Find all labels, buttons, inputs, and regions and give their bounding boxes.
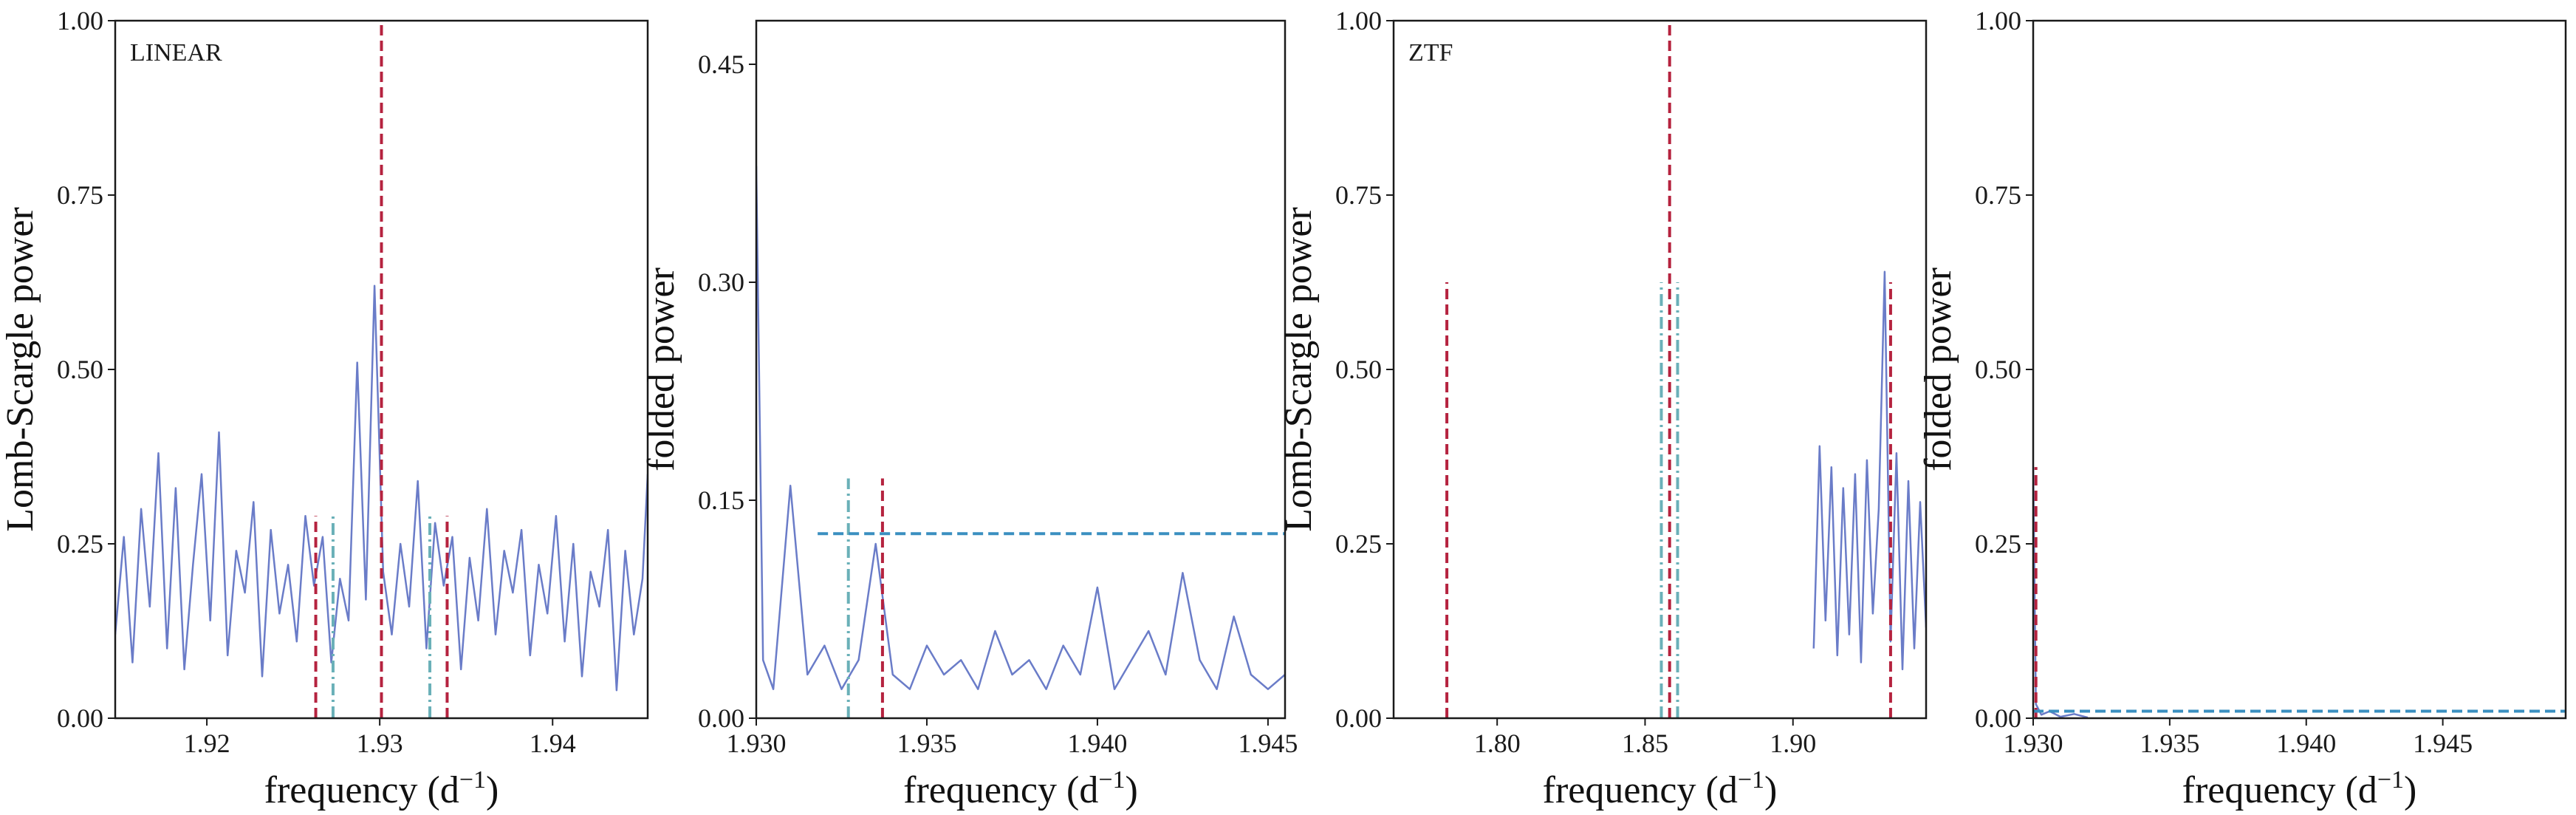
x-tick-label: 1.935 — [2140, 729, 2199, 758]
y-tick-label: 0.50 — [57, 355, 103, 384]
y-tick-label: 0.00 — [57, 703, 103, 733]
x-tick-label: 1.935 — [897, 729, 956, 758]
plot-area — [756, 166, 1285, 718]
series-line-0 — [1812, 270, 1926, 671]
plot-area — [2033, 467, 2566, 718]
y-tick-label: 0.25 — [57, 529, 103, 559]
x-tick-label: 1.80 — [1474, 729, 1521, 758]
linear-folded-panel: 1.930 1.935 1.940 1.945 0.00 0.15 0.30 0.45 freq… — [640, 19, 1298, 811]
y-tick-label: 0.75 — [1335, 180, 1382, 210]
y-tick-label: 1.00 — [57, 6, 103, 35]
plot-area — [115, 21, 648, 718]
series-line-0 — [2033, 467, 2089, 718]
y-tick-label: 0.50 — [1335, 355, 1382, 384]
plot-area — [1445, 21, 1926, 718]
y-tick-label: 0.75 — [57, 180, 103, 210]
x-tick-label: 1.85 — [1622, 729, 1668, 758]
ztf-folded-panel: 1.930 1.935 1.940 1.945 0.00 0.25 0.50 0.75 1.00… — [1917, 6, 2567, 811]
x-axis-label: frequency (d−1) — [2182, 766, 2417, 811]
x-axis-label-sup: −1 — [1098, 766, 1125, 794]
y-tick-label: 0.75 — [1975, 180, 2021, 210]
x-axis-label-main: frequency (d — [1543, 769, 1738, 811]
y-tick-label: 0.50 — [1975, 355, 2021, 384]
y-tick-label: 0.45 — [698, 50, 744, 79]
x-axis-label-tail: ) — [1126, 769, 1138, 811]
series-line-0 — [756, 166, 1285, 690]
y-tick-label: 0.30 — [698, 267, 744, 297]
axes-frame — [2032, 19, 2567, 720]
y-axis-label: folded power — [640, 267, 682, 471]
y-tick-label: 0.15 — [698, 485, 744, 515]
x-tick-label: 1.90 — [1770, 729, 1816, 758]
x-axis-label-sup: −1 — [2377, 766, 2404, 794]
y-tick-label: 0.00 — [698, 703, 744, 733]
x-axis-label-sup: −1 — [1738, 766, 1764, 794]
x-axis-label-tail: ) — [1764, 769, 1777, 811]
y-tick-label: 0.25 — [1975, 529, 2021, 559]
y-axis-label: Lomb-Scargle power — [1278, 207, 1320, 531]
x-axis-label-main: frequency (d — [264, 769, 459, 811]
y-tick-label: 1.00 — [1975, 6, 2021, 35]
panel-annotation: LINEAR — [130, 39, 222, 67]
y-axis-label: Lomb-Scargle power — [0, 207, 41, 531]
x-axis-label-main: frequency (d — [903, 769, 1098, 811]
linear-periodogram-panel: 1.92 1.93 1.94 0.00 0.25 0.50 0.75 1.00 frequenc… — [0, 6, 649, 811]
x-axis-label: frequency (d−1) — [264, 766, 499, 811]
ztf-periodogram-panel: 1.80 1.85 1.90 0.00 0.25 0.50 0.75 1.00 frequenc… — [1278, 6, 1928, 811]
x-tick-label: 1.940 — [1067, 729, 1127, 758]
x-axis-label-main: frequency (d — [2182, 769, 2377, 811]
x-axis-label: frequency (d−1) — [903, 766, 1138, 811]
x-tick-label: 1.930 — [2004, 729, 2063, 758]
panel-annotation: ZTF — [1408, 39, 1453, 67]
y-tick-label: 0.00 — [1975, 703, 2021, 733]
axes-frame — [755, 19, 1287, 720]
y-tick-label: 0.00 — [1335, 703, 1382, 733]
x-tick-label: 1.945 — [2413, 729, 2473, 758]
x-tick-label: 1.94 — [530, 729, 576, 758]
x-axis-label: frequency (d−1) — [1543, 766, 1778, 811]
x-tick-label: 1.930 — [727, 729, 787, 758]
x-tick-label: 1.940 — [2276, 729, 2336, 758]
x-tick-label: 1.92 — [184, 729, 230, 758]
axes-frame — [1392, 19, 1928, 720]
x-tick-label: 1.93 — [357, 729, 403, 758]
x-axis-label-tail: ) — [2404, 769, 2416, 811]
y-tick-label: 1.00 — [1335, 6, 1382, 35]
series-line-0 — [115, 284, 648, 692]
x-tick-label: 1.945 — [1238, 729, 1298, 758]
y-tick-label: 0.25 — [1335, 529, 1382, 559]
y-axis-label: folded power — [1917, 267, 1959, 471]
x-axis-label-tail: ) — [486, 769, 499, 811]
x-axis-label-sup: −1 — [459, 766, 486, 794]
